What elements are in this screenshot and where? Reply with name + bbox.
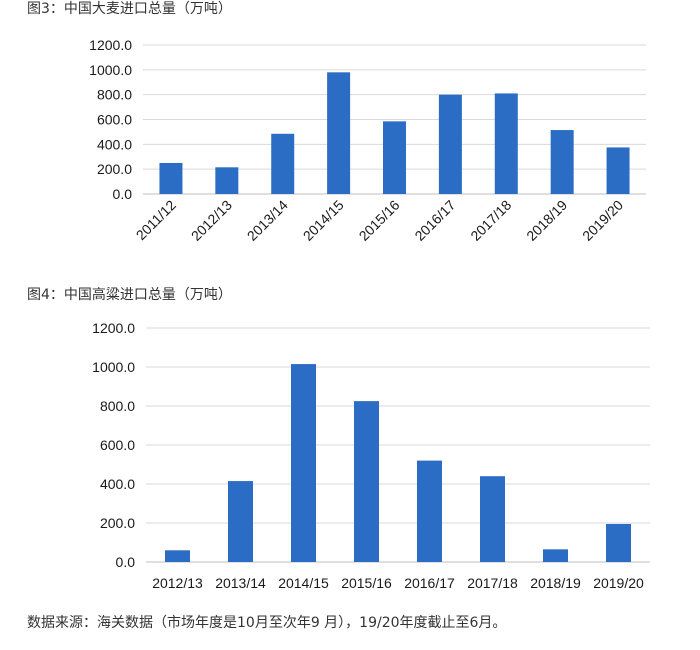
y-tick-label: 400.0 [100, 476, 135, 492]
bar-2016-17 [417, 460, 442, 562]
x-tick-label: 2019/20 [593, 575, 644, 591]
bar-2011-12 [159, 162, 183, 194]
bar-2018-19 [550, 130, 574, 194]
bar-2013-14 [228, 481, 253, 562]
x-tick-label: 2014/15 [278, 575, 329, 591]
bar-2015-16 [383, 121, 406, 194]
y-tick-label: 200.0 [100, 515, 135, 531]
bar-2019-20 [606, 523, 631, 562]
x-tick-label: 2013/14 [215, 575, 266, 591]
x-tick-label: 2016/17 [404, 575, 455, 591]
y-tick-label: 800.0 [97, 87, 132, 103]
x-tick-label: 2015/16 [341, 575, 392, 591]
bar-2015-16 [354, 401, 379, 562]
y-tick-label: 0.0 [113, 186, 133, 202]
y-tick-label: 600.0 [100, 437, 135, 453]
bar-2016-17 [438, 94, 462, 194]
bar-2017-18 [480, 476, 505, 562]
y-tick-label: 1000.0 [89, 62, 132, 78]
chart2-caption: 图4：中国高粱进口总量（万吨） [27, 287, 232, 303]
bar-2012-13 [215, 167, 239, 194]
y-tick-label: 400.0 [97, 136, 132, 152]
y-tick-label: 0.0 [116, 554, 136, 570]
x-tick-label: 2018/19 [530, 575, 581, 591]
y-tick-label: 600.0 [97, 112, 132, 128]
data-source-note: 数据来源：海关数据（市场年度是10月至次年9 月），19/20年度截止至6月。 [27, 615, 507, 631]
bar-2013-14 [271, 133, 295, 194]
y-tick-label: 1000.0 [92, 359, 135, 375]
y-tick-label: 1200.0 [89, 37, 132, 53]
bar-2014-15 [327, 72, 351, 194]
bar-2012-13 [165, 550, 190, 562]
bar-2018-19 [543, 549, 568, 562]
chart1-caption: 图3：中国大麦进口总量（万吨） [27, 1, 232, 17]
bar-2017-18 [494, 93, 518, 194]
y-tick-label: 800.0 [100, 398, 135, 414]
x-tick-label: 2017/18 [467, 575, 518, 591]
bar-2014-15 [291, 364, 316, 562]
y-tick-label: 200.0 [97, 161, 132, 177]
y-tick-label: 1200.0 [92, 320, 135, 336]
bar-2019-20 [606, 147, 630, 194]
x-tick-label: 2012/13 [152, 575, 203, 591]
